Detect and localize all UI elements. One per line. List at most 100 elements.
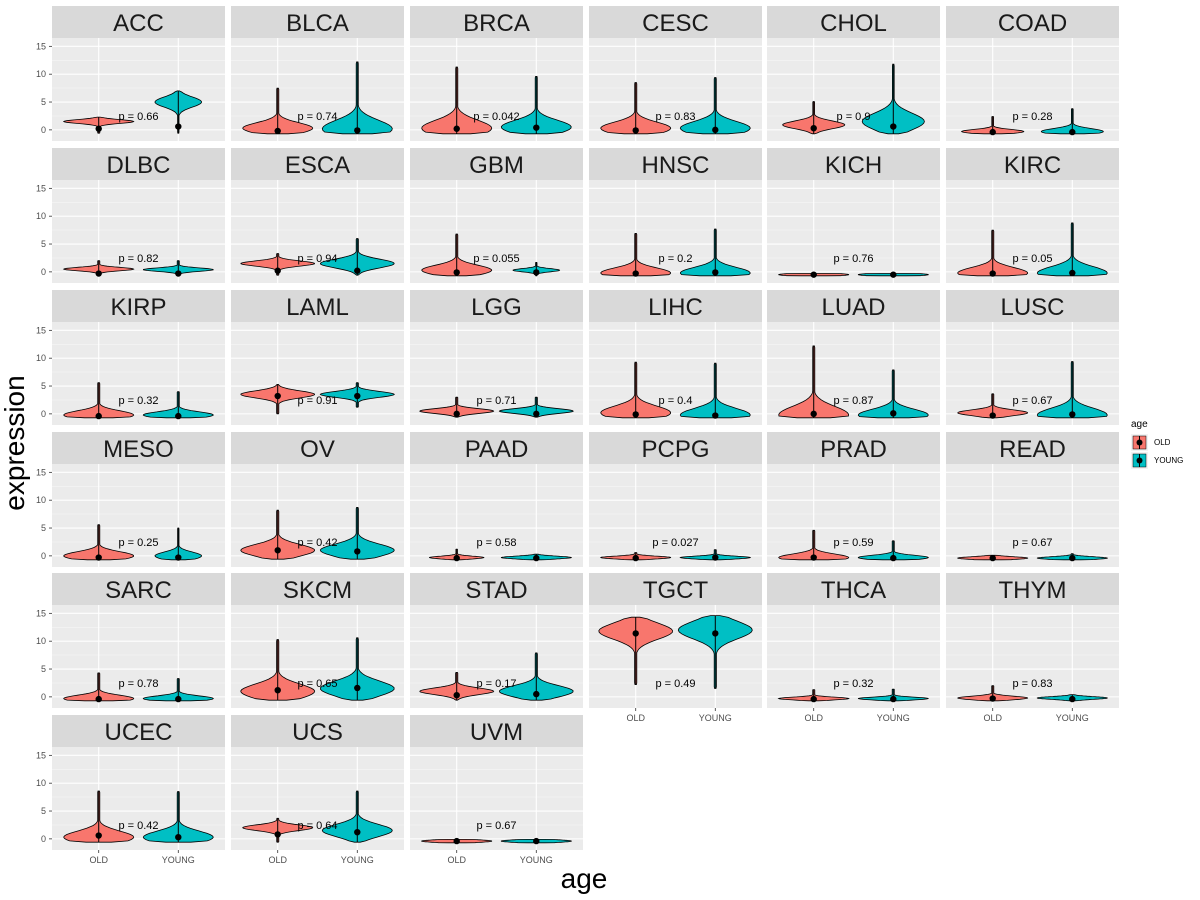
- facet-strip: [589, 148, 762, 180]
- mean-point: [712, 554, 719, 561]
- mean-point: [354, 828, 361, 836]
- mean-point: [890, 123, 897, 130]
- y-tick-label: 5: [41, 664, 46, 674]
- facet-strip: [410, 290, 583, 322]
- p-value-label: p = 0.64: [297, 820, 337, 832]
- y-tick-label: 15: [36, 41, 46, 51]
- facet-panel-read: READ p = 0.67: [946, 432, 1119, 567]
- facet-strip-label: THCA: [821, 577, 886, 604]
- facet-panel-thym: THYM p = 0.83 OLD YOUNG: [946, 573, 1119, 723]
- x-tick-label: YOUNG: [877, 713, 910, 723]
- p-value-label: p = 0.042: [473, 111, 519, 123]
- mean-point: [274, 267, 281, 274]
- y-tick-label: 15: [36, 183, 46, 193]
- mean-point: [95, 270, 102, 277]
- x-axis-title: age: [561, 863, 608, 894]
- p-value-label: p = 0.25: [118, 537, 158, 549]
- facet-strip-label: TGCT: [643, 577, 709, 604]
- mean-point: [989, 270, 996, 277]
- facet-strip: [410, 432, 583, 464]
- facet-panel-prad: PRAD p = 0.59: [767, 432, 940, 567]
- panel-background: [52, 322, 225, 425]
- legend: age OLD YOUNG: [1131, 419, 1183, 469]
- facet-strip: [946, 573, 1119, 605]
- mean-point: [890, 410, 897, 417]
- p-value-label: p = 0.94: [297, 253, 337, 265]
- facet-strip-label: HNSC: [641, 152, 709, 179]
- facet-strip-label: THYM: [999, 577, 1067, 604]
- mean-point: [533, 554, 540, 562]
- facet-strip: [767, 573, 940, 605]
- legend-label-young: YOUNG: [1154, 456, 1183, 465]
- x-tick-label: YOUNG: [699, 713, 732, 723]
- facet-panel-hnsc: HNSC p = 0.2: [589, 148, 762, 283]
- panel-background: [410, 747, 583, 850]
- facet-panel-cesc: CESC p = 0.83: [589, 6, 762, 141]
- facet-strip: [589, 6, 762, 38]
- facet-strip-label: UVM: [470, 719, 523, 746]
- facet-strip-label: MESO: [103, 436, 174, 463]
- mean-point: [890, 554, 897, 562]
- x-tick-label: OLD: [268, 855, 287, 865]
- facet-panel-luad: LUAD p = 0.87: [767, 290, 940, 425]
- mean-point: [95, 832, 102, 839]
- p-value-label: p = 0.59: [833, 537, 873, 549]
- p-value-label: p = 0.58: [476, 537, 516, 549]
- mean-point: [1069, 554, 1076, 562]
- y-tick-label: 5: [41, 806, 46, 816]
- x-tick-label: OLD: [447, 855, 466, 865]
- mean-point: [989, 695, 996, 702]
- p-value-label: p = 0.65: [297, 678, 337, 690]
- mean-point: [1069, 128, 1076, 136]
- mean-point: [1069, 411, 1076, 418]
- facet-strip: [767, 6, 940, 38]
- facet-panel-blca: BLCA p = 0.74: [231, 6, 404, 141]
- mean-point: [632, 411, 639, 418]
- facet-panel-kirp: KIRP 0 5 10 15 p = 0.32: [36, 290, 225, 425]
- y-tick-label: 5: [41, 239, 46, 249]
- p-value-label: p = 0.74: [297, 111, 337, 123]
- facet-strip-label: CHOL: [820, 10, 887, 37]
- mean-point: [632, 270, 639, 277]
- mean-point: [989, 128, 996, 136]
- p-value-label: p = 0.055: [473, 253, 519, 265]
- p-value-label: p = 0.66: [118, 111, 158, 123]
- facet-strip-label: GBM: [469, 152, 524, 179]
- facet-strip: [231, 148, 404, 180]
- facet-strip: [52, 6, 225, 38]
- mean-point: [453, 269, 460, 276]
- facet-panel-skcm: SKCM p = 0.65: [231, 573, 404, 708]
- facet-panel-sarc: SARC 0 5 10 15 p = 0.78: [36, 573, 225, 708]
- p-value-label: p = 0.91: [297, 395, 337, 407]
- facet-strip-label: ACC: [113, 10, 164, 37]
- facet-panel-dlbc: DLBC 0 5 10 15 p = 0.82: [36, 148, 225, 283]
- mean-point: [533, 690, 540, 698]
- y-tick-label: 0: [41, 125, 46, 135]
- mean-point: [810, 410, 817, 418]
- facet-panel-ov: OV p = 0.42: [231, 432, 404, 567]
- facet-strip-label: ESCA: [285, 152, 350, 179]
- mean-point: [95, 412, 102, 420]
- y-tick-label: 0: [41, 692, 46, 702]
- p-value-label: p = 0.28: [1012, 111, 1052, 123]
- mean-point: [274, 547, 281, 554]
- facet-strip-label: LGG: [471, 294, 522, 321]
- facet-strip-label: LIHC: [648, 294, 703, 321]
- mean-point: [354, 684, 361, 692]
- mean-point: [1069, 695, 1076, 703]
- mean-point: [453, 554, 460, 562]
- mean-point: [810, 554, 817, 561]
- mean-point: [95, 125, 102, 132]
- panel-background: [589, 180, 762, 283]
- mean-point: [533, 410, 540, 418]
- facet-strip-label: KIRP: [110, 294, 166, 321]
- mean-point: [1069, 269, 1076, 277]
- facet-strip: [231, 432, 404, 464]
- facet-panel-uvm: UVM p = 0.67 OLD YOUNG: [410, 715, 583, 865]
- p-value-label: p = 0.9: [837, 111, 871, 123]
- p-value-label: p = 0.83: [655, 111, 695, 123]
- panel-background: [52, 464, 225, 567]
- y-tick-label: 15: [36, 608, 46, 618]
- panel-background: [946, 38, 1119, 141]
- facet-panels: ACC 0 5 10 15 p = 0.66 BLCA p = 0.74 BRCA p = 0.0…: [36, 6, 1119, 865]
